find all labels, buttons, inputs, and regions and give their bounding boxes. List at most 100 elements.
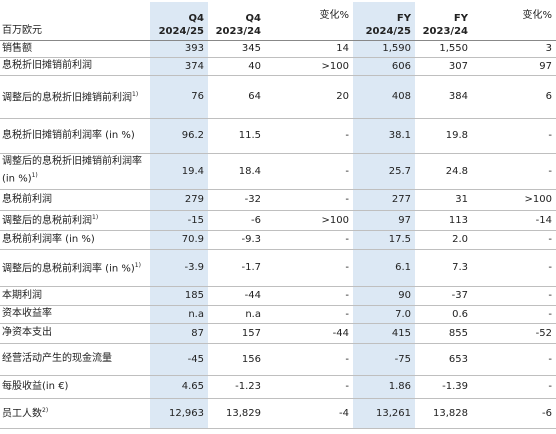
value-cell: -44 — [265, 323, 353, 344]
row-label-text: 息税折旧摊销前利润 — [2, 60, 92, 71]
value-cell: - — [472, 305, 556, 324]
value-cell: 156 — [208, 343, 265, 376]
row-label-text: 调整后的息税前利润率 (in %) — [2, 263, 135, 275]
value-cell: - — [265, 305, 353, 324]
column-header: FY 2023/24 — [415, 2, 472, 41]
value-cell: -14 — [472, 210, 556, 231]
value-cell: -3.9 — [150, 249, 208, 287]
value-cell: - — [265, 230, 353, 250]
row-label: 调整后的息税折旧摊销前利润率(in %)1) — [0, 153, 150, 190]
value-cell: - — [265, 375, 353, 399]
value-cell: 11.5 — [208, 118, 265, 154]
column-period: Q4 — [245, 12, 261, 24]
column-period: Q4 — [188, 12, 204, 24]
value-cell: 64 — [208, 75, 265, 119]
value-cell: 14 — [265, 40, 353, 58]
value-cell: n.a — [208, 305, 265, 324]
row-label-text: 销售额 — [2, 42, 32, 54]
column-header: 变化% — [265, 2, 353, 41]
value-cell: 12,963 — [150, 398, 208, 429]
value-cell: >100 — [472, 189, 556, 211]
value-cell: 277 — [353, 189, 415, 211]
footnote-mark: 1) — [132, 90, 139, 98]
row-label-text: 调整后的息税折旧摊销前利润率(in %) — [2, 156, 142, 185]
value-cell: 70.9 — [150, 230, 208, 250]
table-row: 本期利润 185 -44-90 -37- — [0, 286, 556, 306]
value-cell: 408 — [353, 75, 415, 119]
row-label-text: 息税折旧摊销前利润率 (in %) — [2, 129, 135, 141]
value-cell: - — [265, 343, 353, 376]
column-header: 变化% — [472, 2, 556, 41]
value-cell: - — [472, 118, 556, 154]
row-label: 调整后的息税折旧摊销前利润1) — [0, 75, 150, 119]
value-cell: 1.86 — [353, 375, 415, 399]
value-cell: - — [472, 343, 556, 376]
column-period: FY — [396, 12, 411, 24]
table-row: 资本收益率 n.a n.a -7.0 0.6- — [0, 305, 556, 324]
value-cell: 0.6 — [415, 305, 472, 324]
value-cell: - — [265, 189, 353, 211]
table-row: 净资本支出 87 157 -44 415 855 -52 — [0, 323, 556, 344]
footnote-mark: 1) — [92, 214, 99, 222]
value-cell: 90 — [353, 286, 415, 306]
value-cell: 855 — [415, 323, 472, 344]
value-cell: -45 — [150, 343, 208, 376]
value-cell: -44 — [208, 286, 265, 306]
footnote-mark: 2) — [42, 407, 49, 415]
value-cell: -4 — [265, 398, 353, 429]
value-cell: -9.3 — [208, 230, 265, 250]
table-row: 息税折旧摊销前利润 374 40 >100 606 307 97 — [0, 57, 556, 76]
value-cell: 19.4 — [150, 153, 208, 190]
table-row: 销售额 393 345 14 1,590 1,550 3 — [0, 40, 556, 58]
value-cell: 19.8 — [415, 118, 472, 154]
row-label: 息税前利润 — [0, 189, 150, 211]
row-label-text: 每股收益(in €) — [2, 380, 69, 392]
value-cell: 25.7 — [353, 153, 415, 190]
value-cell: - — [265, 118, 353, 154]
value-cell: 38.1 — [353, 118, 415, 154]
table-row: 调整后的息税折旧摊销前利润率(in %)1) 19.4 18.4-25.7 24.8- — [0, 153, 556, 190]
value-cell: 13,261 — [353, 398, 415, 429]
footnote-mark: 1) — [31, 172, 38, 180]
table-row: 息税前利润 279 -32-277 31 >100 — [0, 189, 556, 211]
row-label-text: 资本收益率 — [2, 308, 52, 319]
value-cell: 17.5 — [353, 230, 415, 250]
value-cell: 185 — [150, 286, 208, 306]
value-cell: - — [265, 249, 353, 287]
row-label-text: 经营活动产生的现金流量 — [2, 353, 112, 364]
table-row: 息税前利润率 (in %) 70.9 -9.3-17.5 2.0- — [0, 230, 556, 250]
value-cell: 4.65 — [150, 375, 208, 399]
value-cell: 87 — [150, 323, 208, 344]
value-cell: 13,828 — [415, 398, 472, 429]
value-cell: >100 — [265, 57, 353, 76]
value-cell: 393 — [150, 40, 208, 58]
column-year: 2024/25 — [158, 25, 204, 37]
row-label: 调整后的息税前利润率 (in %)1) — [0, 249, 150, 287]
row-label: 经营活动产生的现金流量 — [0, 343, 150, 376]
row-label-text: 调整后的息税前利润 — [2, 215, 92, 227]
row-label: 每股收益(in €) — [0, 375, 150, 399]
value-cell: -32 — [208, 189, 265, 211]
value-cell: 7.0 — [353, 305, 415, 324]
footnote-mark: 1) — [134, 261, 141, 269]
value-cell: -6 — [472, 398, 556, 429]
column-period: FY — [453, 12, 468, 24]
value-cell: -1.39 — [415, 375, 472, 399]
value-cell: 384 — [415, 75, 472, 119]
row-label: 本期利润 — [0, 286, 150, 306]
value-cell: 415 — [353, 323, 415, 344]
value-cell: 97 — [353, 210, 415, 231]
value-cell: 20 — [265, 75, 353, 119]
value-cell: - — [265, 286, 353, 306]
value-cell: 96.2 — [150, 118, 208, 154]
value-cell: 113 — [415, 210, 472, 231]
value-cell: n.a — [150, 305, 208, 324]
column-year: 2023/24 — [422, 25, 468, 37]
value-cell: 3 — [472, 40, 556, 58]
value-cell: - — [472, 153, 556, 190]
row-label-text: 息税前利润 — [2, 193, 52, 205]
row-label-text: 员工人数 — [2, 408, 42, 420]
row-label: 员工人数2) — [0, 398, 150, 429]
